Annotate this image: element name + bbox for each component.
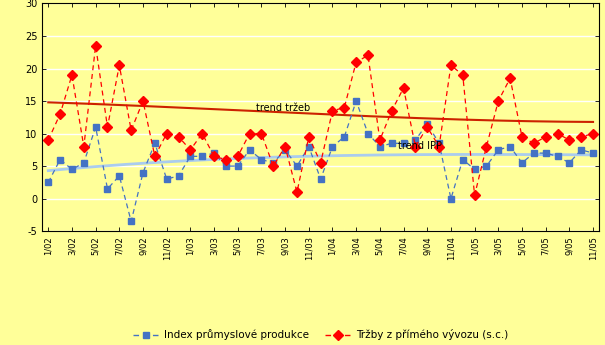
Text: trend IPP: trend IPP xyxy=(397,141,442,151)
Text: trend tržeb: trend tržeb xyxy=(255,103,310,113)
Legend: Index průmyslové produkce, Tržby z přímého vývozu (s.c.): Index průmyslové produkce, Tržby z přímé… xyxy=(129,325,512,344)
